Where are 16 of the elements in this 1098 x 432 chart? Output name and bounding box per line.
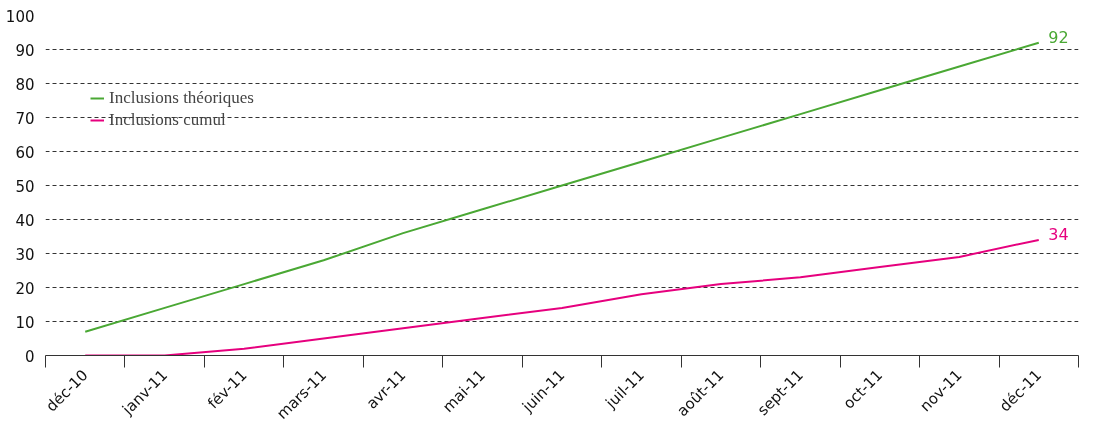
y-tick-label: 40: [15, 211, 35, 230]
y-tick-label: 0: [24, 347, 35, 366]
y-tick-label: 80: [15, 75, 35, 94]
y-tick-label: 70: [15, 109, 35, 128]
y-tick-label: 10: [15, 313, 35, 332]
data-label: 92: [1048, 27, 1069, 47]
y-tick-label: 30: [15, 245, 35, 264]
legend-label: Inclusions théoriques: [109, 88, 254, 108]
line-series: [84, 41, 1040, 333]
y-tick-label: 90: [15, 41, 35, 60]
y-tick-label: 100: [5, 7, 35, 26]
y-tick-label: 20: [15, 279, 35, 298]
y-tick-label: 60: [15, 143, 35, 162]
data-label: 34: [1048, 224, 1069, 244]
y-tick-label: 50: [15, 177, 35, 196]
legend-label: Inclusions cumul: [109, 110, 226, 130]
